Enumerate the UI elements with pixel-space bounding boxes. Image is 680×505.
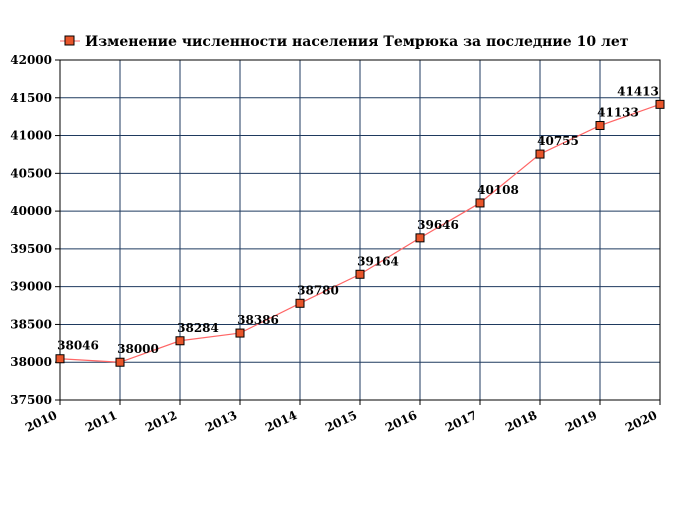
data-point: [475, 198, 485, 208]
data-label: 39646: [417, 218, 459, 232]
data-label: 40108: [477, 183, 519, 197]
y-tick-label: 41500: [10, 91, 52, 105]
x-tick-label: 2011: [83, 408, 119, 435]
data-label: 41413: [617, 84, 659, 98]
data-point: [535, 149, 545, 159]
data-labels: 38046 38000 38284 38386 38780 39164 39646 40108…: [57, 84, 659, 356]
data-point: [595, 121, 605, 131]
y-tick-label: 41000: [10, 129, 52, 143]
data-point: [115, 357, 125, 367]
legend-marker: [64, 35, 75, 46]
y-tick-label: 37500: [10, 393, 52, 407]
data-label: 39164: [357, 254, 399, 268]
x-tick-label: 2019: [563, 408, 599, 435]
data-label: 38386: [237, 313, 279, 327]
y-tick-label: 38500: [10, 317, 52, 331]
y-tick-label: 39000: [10, 280, 52, 294]
data-label: 38046: [57, 339, 99, 353]
y-tick-label: 40000: [10, 204, 52, 218]
x-tick-label: 2013: [203, 408, 239, 435]
x-tick-label: 2018: [503, 408, 539, 435]
y-tick-label: 38000: [10, 355, 52, 369]
data-point: [295, 298, 305, 308]
data-label: 38284: [177, 321, 219, 335]
data-point: [415, 233, 425, 243]
x-tick-label: 2017: [443, 408, 479, 435]
x-tick-label: 2016: [383, 408, 419, 435]
markers: [55, 99, 665, 367]
data-label: 40755: [537, 134, 579, 148]
data-point: [655, 99, 665, 109]
data-point: [55, 354, 65, 364]
x-tick-label: 2015: [323, 408, 359, 435]
plot-border: [59, 59, 661, 401]
x-tick-label: 2014: [263, 408, 299, 435]
data-point: [175, 336, 185, 346]
x-tick-label: 2020: [623, 408, 659, 435]
y-tick-label: 42000: [10, 53, 52, 67]
y-tick-label: 40500: [10, 166, 52, 180]
x-tick-label: 2010: [23, 408, 59, 435]
legend: Изменение численности населения Темрюка …: [60, 34, 629, 50]
data-label: 38000: [117, 342, 159, 356]
data-point: [235, 328, 245, 338]
data-label: 41133: [597, 106, 639, 120]
data-label: 38780: [297, 283, 339, 297]
y-tick-label: 39500: [10, 242, 52, 256]
grid: [59, 59, 661, 401]
x-tick-label: 2012: [143, 408, 179, 435]
data-point: [355, 269, 365, 279]
legend-label: Изменение численности населения Темрюка …: [85, 34, 629, 50]
